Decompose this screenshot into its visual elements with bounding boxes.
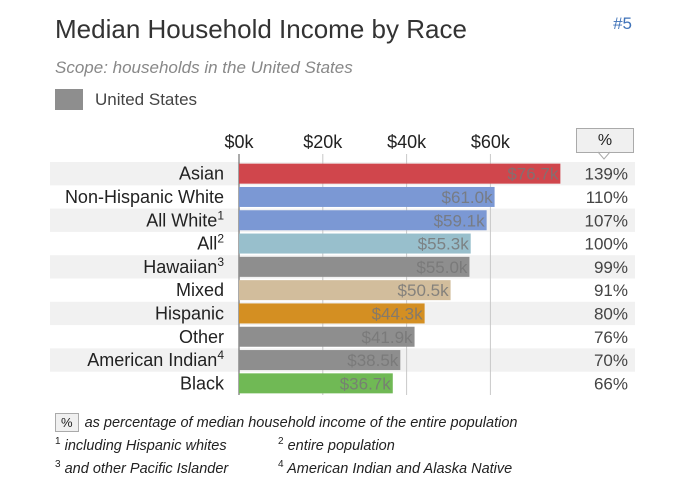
legend-label: United States (95, 89, 198, 109)
note-1-mark: 1 (55, 436, 61, 447)
percent-label: 80% (594, 304, 628, 323)
bar-value-label: $76.7k (507, 165, 559, 184)
bar (239, 186, 495, 207)
note-4-text: American Indian and Alaska Native (287, 460, 513, 477)
note-4-mark: 4 (278, 459, 284, 470)
bar (239, 256, 470, 277)
percent-label: 139% (585, 165, 628, 184)
bar (239, 350, 401, 371)
note-pct-box: % (55, 413, 79, 432)
category-label: Non-Hispanic White (65, 187, 224, 207)
note-1: 1 including Hispanic whites (55, 436, 227, 454)
percent-label: 100% (585, 235, 628, 254)
bar (239, 326, 415, 347)
category-label: Hawaiian3 (143, 255, 224, 277)
category-label: All2 (197, 232, 224, 254)
note-2-mark: 2 (278, 436, 284, 447)
note-pct-text: as percentage of median household income… (84, 415, 518, 431)
note-3: 3 and other Pacific Islander (55, 459, 228, 477)
bar (239, 373, 393, 394)
bar-value-label: $55.3k (418, 235, 470, 254)
percent-label: 107% (585, 211, 628, 230)
rank-badge: #5 (613, 14, 632, 33)
category-label: Other (179, 327, 224, 347)
chart-title: Median Household Income by Race (55, 14, 467, 44)
bar (239, 210, 487, 231)
percent-label: 66% (594, 374, 628, 393)
percent-column-header: % (576, 128, 634, 153)
chart-subtitle: Scope: households in the United States (55, 58, 353, 77)
percent-label: 99% (594, 258, 628, 277)
note-3-text: and other Pacific Islander (64, 460, 229, 477)
category-label: Asian (179, 164, 224, 184)
percent-label: 110% (586, 188, 628, 207)
note-percentage: % as percentage of median household incom… (55, 413, 517, 432)
category-label: Mixed (176, 280, 224, 300)
category-label: Hispanic (155, 303, 224, 323)
percent-label: 91% (594, 281, 628, 300)
bar-value-label: $55.0k (416, 258, 468, 277)
legend-swatch (55, 89, 83, 110)
percent-label: 70% (594, 351, 628, 370)
category-label: All White1 (146, 208, 224, 230)
category-label: American Indian4 (87, 348, 224, 370)
bar-value-label: $50.5k (398, 281, 450, 300)
bar (239, 303, 425, 324)
bar-value-label: $44.3k (372, 304, 424, 323)
bar (239, 233, 471, 254)
bar-value-label: $38.5k (347, 351, 399, 370)
x-tick-label: $20k (303, 132, 343, 152)
x-tick-label: $40k (387, 132, 427, 152)
bar (239, 280, 451, 301)
note-4: 4 American Indian and Alaska Native (278, 459, 512, 477)
bar-chart: $0k $20k $40k $60k $76.7k Asian 139% $61.0k Non-… (50, 132, 635, 395)
percent-header-pointer (597, 151, 611, 160)
bar-value-label: $59.1k (434, 211, 486, 230)
percent-label: 76% (594, 328, 628, 347)
note-1-text: including Hispanic whites (64, 437, 227, 454)
note-2: 2 entire population (278, 436, 395, 454)
x-tick-label: $0k (224, 132, 254, 152)
legend: United States (55, 89, 197, 110)
bar-value-label: $41.9k (362, 328, 414, 347)
x-tick-label: $60k (471, 132, 511, 152)
category-label: Black (180, 373, 225, 393)
note-3-mark: 3 (55, 459, 61, 470)
bar-value-label: $36.7k (340, 374, 392, 393)
bar-value-label: $61.0k (442, 188, 494, 207)
bar (239, 163, 561, 184)
note-2-text: entire population (287, 437, 395, 454)
